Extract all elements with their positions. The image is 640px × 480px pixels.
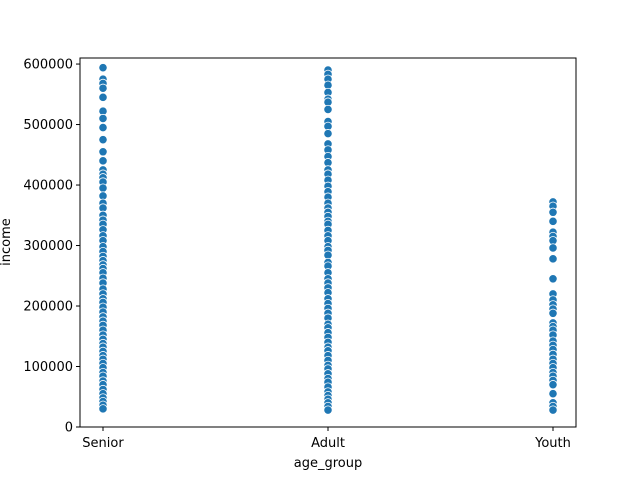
- data-point-youth-9: [548, 274, 558, 284]
- data-point-senior-3: [98, 83, 108, 93]
- data-point-adult-10: [323, 129, 333, 139]
- data-point-youth-33: [548, 405, 558, 415]
- y-axis: 0 100000 200000 300000 400000 500000 600000: [23, 58, 80, 436]
- y-tick-label-4: 400000: [23, 179, 73, 194]
- y-tick-label-2: 200000: [23, 300, 73, 315]
- data-point-youth-29: [548, 380, 558, 390]
- data-point-youth-3: [548, 216, 558, 226]
- data-point-youth-7: [548, 243, 558, 253]
- y-tick-label-3: 300000: [23, 239, 73, 254]
- data-point-senior-4: [98, 92, 108, 102]
- x-tick-label-senior: Senior: [82, 436, 124, 451]
- y-tick-label-6: 600000: [23, 58, 73, 73]
- x-axis-label: age_group: [294, 456, 362, 471]
- data-point-senior-10: [98, 156, 108, 166]
- data-point-youth-30: [548, 389, 558, 399]
- points-layer: [98, 63, 558, 415]
- data-point-senior-9: [98, 147, 108, 157]
- data-point-senior-0: [98, 63, 108, 73]
- data-point-adult-7: [323, 104, 333, 115]
- data-point-adult-65: [323, 405, 333, 415]
- y-tick-label-5: 500000: [23, 118, 73, 133]
- data-point-youth-14: [548, 308, 558, 318]
- y-tick-label-1: 100000: [23, 360, 73, 375]
- data-point-senior-62: [98, 404, 108, 414]
- y-tick-label-0: 0: [65, 421, 73, 436]
- data-point-senior-8: [98, 135, 108, 145]
- data-point-senior-15: [98, 183, 108, 193]
- data-point-senior-7: [98, 122, 108, 133]
- y-axis-label: income: [0, 218, 14, 266]
- x-tick-label-youth: Youth: [534, 436, 571, 451]
- data-point-youth-8: [548, 254, 558, 264]
- x-tick-label-adult: Adult: [311, 436, 345, 451]
- data-point-youth-2: [548, 207, 558, 217]
- data-point-senior-6: [98, 113, 108, 124]
- x-axis: Senior Adult Youth: [82, 427, 571, 451]
